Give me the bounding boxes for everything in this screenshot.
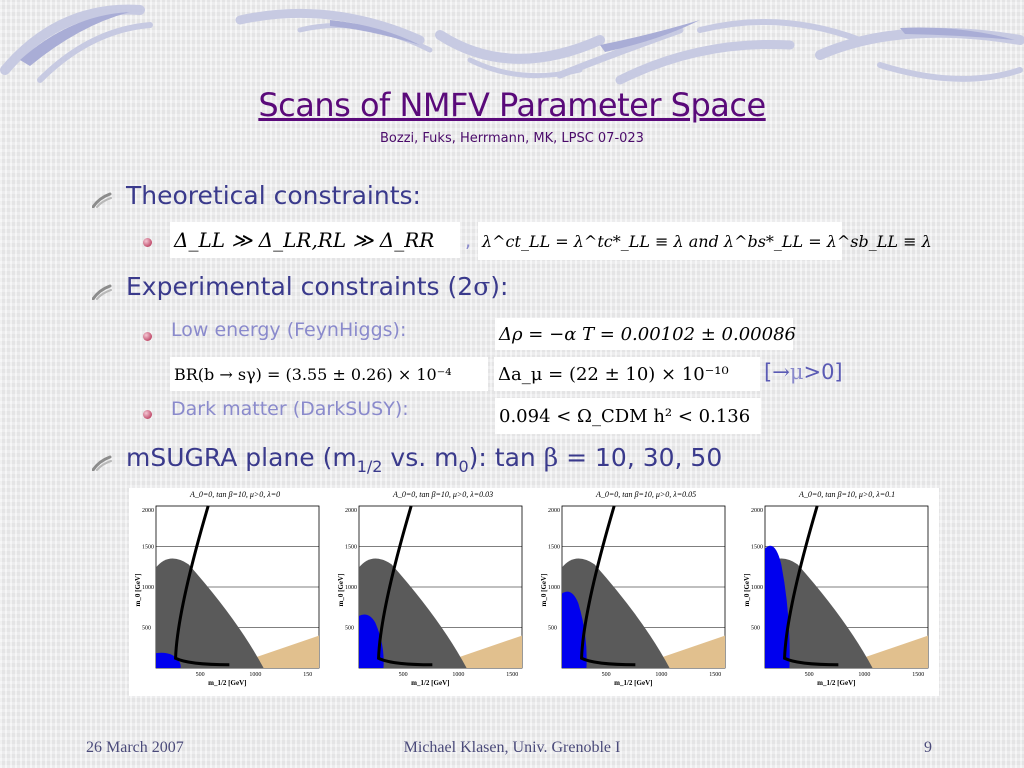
- bsgamma-formula: BR(b → sγ) = (3.55 ± 0.26) × 10⁻⁴: [170, 357, 488, 391]
- plot-title: A_0=0, tan β=10, μ>0, λ=0.1: [798, 490, 895, 499]
- nmfv-region: [156, 652, 181, 668]
- msugra-label-c: ): tan: [468, 443, 544, 472]
- y-tick-label: 1500: [142, 545, 154, 551]
- dark-matter-band: [377, 505, 433, 667]
- x-axis-label: m_1/2 [GeV]: [817, 679, 855, 687]
- mu-note-close: >0]: [803, 360, 843, 384]
- charged-lsp-region: [833, 635, 928, 668]
- charged-lsp-region: [224, 635, 319, 668]
- pink-dot-bullet-icon: [143, 238, 152, 247]
- header-decoration: [0, 4, 1024, 85]
- y-axis-label: m_0 [GeV]: [134, 574, 142, 607]
- arrow-bullet-icon: [92, 192, 112, 208]
- y-axis-label: m_0 [GeV]: [743, 574, 751, 607]
- x-tick-label: 500: [196, 672, 205, 678]
- footer-author: Michael Klasen, Univ. Grenoble I: [403, 739, 621, 756]
- bullet-low-energy: Low energy (FeynHiggs):: [171, 319, 407, 341]
- slide-subtitle: Bozzi, Fuks, Herrmann, MK, LPSC 07-023: [380, 131, 644, 146]
- delta-rho-formula: Δρ = −α T = 0.00102 ± 0.00086: [495, 318, 796, 350]
- bullet-experimental: Experimental constraints (2σ):: [126, 272, 508, 301]
- x-tick-label: 1500: [709, 672, 721, 678]
- y-tick-label: 2000: [751, 508, 763, 514]
- y-tick-label: 1000: [142, 585, 154, 591]
- dark-matter-band: [783, 505, 839, 667]
- slide-title: Scans of NMFV Parameter Space: [258, 86, 766, 124]
- y-axis-label: m_0 [GeV]: [337, 574, 345, 607]
- dark-matter-band: [580, 505, 636, 667]
- y-tick-label: 1000: [345, 585, 357, 591]
- plot-title: A_0=0, tan β=10, μ>0, λ=0.03: [392, 490, 493, 499]
- x-tick-label: 500: [602, 672, 611, 678]
- x-tick-label: 500: [805, 672, 814, 678]
- excluded-region: [765, 558, 873, 668]
- msugra-label-a: mSUGRA plane (m: [126, 443, 357, 472]
- y-tick-label: 500: [751, 626, 760, 632]
- footer-date: 26 March 2007: [86, 739, 184, 756]
- y-tick-label: 2000: [142, 508, 154, 514]
- msugra-plots-panel: A_0=0, tan β=10, μ>0, λ=0 2000 1500 1000 500…: [129, 488, 939, 696]
- formula-separator: ,: [465, 230, 472, 252]
- x-axis-label: m_1/2 [GeV]: [411, 679, 449, 687]
- beta-symbol: β: [543, 443, 559, 472]
- pink-dot-bullet-icon: [143, 410, 152, 419]
- x-tick-label: 500: [399, 672, 408, 678]
- x-tick-label: 1000: [655, 672, 667, 678]
- plot-title: A_0=0, tan β=10, μ>0, λ=0.05: [595, 490, 696, 499]
- plot-title: A_0=0, tan β=10, μ>0, λ=0: [189, 490, 280, 499]
- x-tick-label: 150: [303, 672, 312, 678]
- bullet-dark-matter: Dark matter (DarkSUSY):: [171, 398, 409, 420]
- y-tick-label: 1500: [751, 545, 763, 551]
- x-tick-label: 1000: [249, 672, 261, 678]
- msugra-sub-zero: 0: [458, 457, 469, 476]
- y-tick-label: 2000: [345, 508, 357, 514]
- charged-lsp-region: [427, 635, 522, 668]
- charged-lsp-region: [630, 635, 725, 668]
- bullet-theoretical: Theoretical constraints:: [126, 181, 421, 210]
- page-number: 9: [924, 739, 932, 756]
- msugra-plots: A_0=0, tan β=10, μ>0, λ=0 2000 1500 1000 500…: [134, 490, 929, 687]
- excluded-region: [156, 558, 264, 668]
- g-2-formula: Δa_μ = (22 ± 10) × 10⁻¹⁰: [494, 357, 760, 391]
- relic-density-formula: 0.094 < Ω_CDM h² < 0.136: [495, 398, 761, 434]
- experimental-label: Experimental constraints (2: [126, 272, 474, 301]
- msugra-sub-half: 1/2: [356, 457, 383, 476]
- msugra-label-b: vs. m: [382, 443, 459, 472]
- nmfv-region: [765, 545, 790, 668]
- mu-note-open: [: [764, 360, 773, 384]
- y-tick-label: 500: [548, 626, 557, 632]
- nmfv-region: [562, 591, 587, 668]
- y-axis-label: m_0 [GeV]: [540, 574, 548, 607]
- y-tick-label: 1000: [751, 585, 763, 591]
- y-tick-label: 1500: [345, 545, 357, 551]
- mu-symbol: μ: [789, 360, 804, 384]
- bullet-msugra: mSUGRA plane (m1/2 vs. m0): tan β = 10, …: [126, 443, 722, 476]
- experimental-label-end: ):: [490, 272, 509, 301]
- arrow-symbol: →: [772, 360, 790, 384]
- x-tick-label: 1000: [858, 672, 870, 678]
- y-tick-label: 1500: [548, 545, 560, 551]
- pink-dot-bullet-icon: [143, 332, 152, 341]
- y-tick-label: 500: [345, 626, 354, 632]
- mu-positive-note: [→μ>0]: [764, 360, 843, 384]
- excluded-region: [359, 558, 467, 668]
- y-tick-label: 2000: [548, 508, 560, 514]
- arrow-bullet-icon: [92, 455, 112, 471]
- excluded-region: [562, 558, 670, 668]
- sigma-symbol: σ: [473, 272, 491, 301]
- y-tick-label: 500: [142, 626, 151, 632]
- msugra-label-d: = 10, 30, 50: [558, 443, 723, 472]
- y-tick-label: 1000: [548, 585, 560, 591]
- arrow-bullet-icon: [92, 284, 112, 300]
- dark-matter-band: [174, 505, 230, 667]
- lambda-definition-formula: λ^ct_LL = λ^tc*_LL ≡ λ and λ^bs*_LL = λ^…: [478, 222, 932, 260]
- x-tick-label: 1500: [912, 672, 924, 678]
- x-tick-label: 1000: [452, 672, 464, 678]
- theoretical-hierarchy-formula: Δ_LL ≫ Δ_LR,RL ≫ Δ_RR: [170, 222, 460, 258]
- x-axis-label: m_1/2 [GeV]: [614, 679, 652, 687]
- x-tick-label: 1500: [506, 672, 518, 678]
- x-axis-label: m_1/2 [GeV]: [208, 679, 246, 687]
